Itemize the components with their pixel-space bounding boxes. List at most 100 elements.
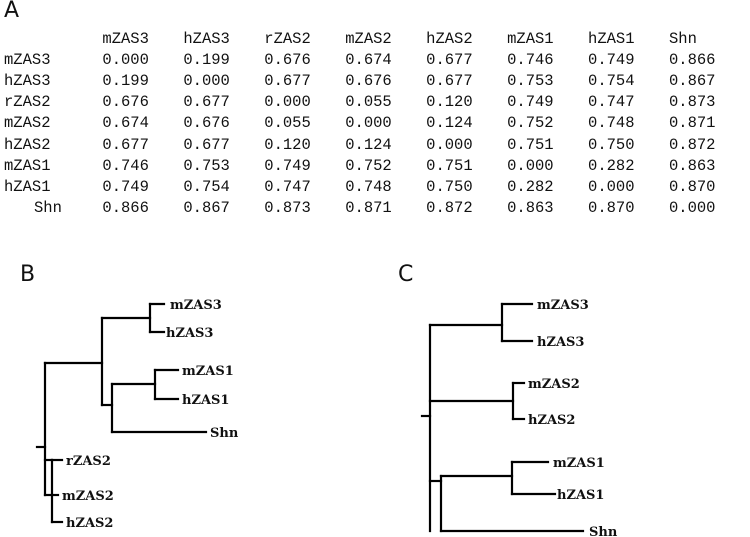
tree-c-leaf: hZAS1 — [557, 488, 604, 503]
tree-c-leaf: mZAS1 — [553, 456, 605, 471]
matrix-cell: 0.871 — [668, 114, 716, 133]
column-header: mZAS2 — [345, 29, 392, 48]
row-header: hZAS3 — [4, 71, 51, 90]
matrix-cell: 0.754 — [588, 71, 635, 90]
matrix-cell: 0.000 — [183, 71, 230, 90]
tree-b-leaf: mZAS3 — [170, 298, 222, 313]
matrix-cell: 0.747 — [264, 177, 311, 196]
matrix-cell: 0.753 — [183, 156, 230, 175]
matrix-cell: 0.751 — [426, 156, 473, 175]
table-row: hZAS1 0.749 0.754 0.747 0.748 0.750 0.282 0.000… — [4, 176, 750, 197]
matrix-cell: 0.749 — [102, 177, 149, 196]
matrix-header-row: mZAS3 hZAS3 rZAS2 mZAS2 hZAS2 mZAS1 hZAS… — [4, 28, 750, 49]
table-row: rZAS2 0.676 0.677 0.000 0.055 0.120 0.749 0.747… — [4, 92, 750, 113]
table-row: mZAS3 0.000 0.199 0.676 0.674 0.677 0.746 0.749… — [4, 49, 750, 70]
tree-b-leaf: hZAS2 — [66, 516, 113, 531]
matrix-cell: 0.676 — [345, 71, 392, 90]
row-header: mZAS2 — [4, 114, 51, 133]
tree-b-leaf: mZAS1 — [182, 364, 234, 379]
matrix-cell: 0.677 — [183, 135, 230, 154]
tree-b-leaf: hZAS3 — [166, 326, 213, 341]
matrix-cell: 0.873 — [668, 93, 716, 112]
table-row: hZAS2 0.677 0.677 0.120 0.124 0.000 0.751 0.750… — [4, 134, 750, 155]
tree-c-leaf: Shn — [589, 525, 618, 537]
tree-b-leaf: mZAS2 — [62, 489, 114, 504]
matrix-cell: 0.000 — [264, 93, 311, 112]
row-header: mZAS3 — [4, 50, 51, 69]
column-header: hZAS3 — [183, 29, 230, 48]
matrix-cell: 0.753 — [507, 71, 554, 90]
matrix-cell: 0.677 — [426, 50, 473, 69]
matrix-cell: 0.199 — [102, 71, 149, 90]
table-row: hZAS3 0.199 0.000 0.677 0.676 0.677 0.753 0.754… — [4, 70, 750, 91]
matrix-cell: 0.000 — [668, 199, 716, 218]
matrix-cell: 0.750 — [426, 177, 473, 196]
matrix-cell: 0.124 — [345, 135, 392, 154]
tree-c-leaf: mZAS2 — [528, 377, 580, 392]
matrix-cell: 0.752 — [345, 156, 392, 175]
matrix-cell: 0.748 — [345, 177, 392, 196]
column-header: Shn — [668, 29, 697, 48]
tree-b-leaf: rZAS2 — [66, 454, 111, 469]
tree-c-leaf: hZAS2 — [528, 413, 575, 428]
table-row: mZAS2 0.674 0.676 0.055 0.000 0.124 0.752 0.748… — [4, 113, 750, 134]
table-row: mZAS1 0.746 0.753 0.749 0.752 0.751 0.000 0.282… — [4, 155, 750, 176]
matrix-cell: 0.674 — [345, 50, 392, 69]
matrix-cell: 0.872 — [668, 135, 716, 154]
tree-b-leaf: hZAS1 — [182, 393, 229, 408]
matrix-cell: 0.055 — [264, 114, 311, 133]
matrix-cell: 0.676 — [183, 114, 230, 133]
matrix-cell: 0.746 — [102, 156, 149, 175]
matrix-cell: 0.000 — [588, 177, 635, 196]
row-header: rZAS2 — [4, 93, 51, 112]
matrix-cell: 0.749 — [588, 50, 635, 69]
matrix-cell: 0.867 — [668, 71, 716, 90]
matrix-cell: 0.870 — [668, 177, 716, 196]
tree-c-leaf: mZAS3 — [537, 298, 589, 313]
matrix-cell: 0.677 — [264, 71, 311, 90]
table-row: Shn 0.866 0.867 0.873 0.871 0.872 0.863 0.870 0.… — [4, 198, 750, 219]
matrix-cell: 0.863 — [668, 156, 716, 175]
matrix-cell: 0.747 — [588, 93, 635, 112]
matrix-cell: 0.870 — [588, 199, 635, 218]
panel-label-a: A — [4, 0, 20, 23]
matrix-cell: 0.124 — [426, 114, 473, 133]
panel-label-c: C — [398, 262, 414, 287]
matrix-cell: 0.748 — [588, 114, 635, 133]
matrix-cell: 0.000 — [426, 135, 473, 154]
matrix-cell: 0.120 — [264, 135, 311, 154]
matrix-cell: 0.752 — [507, 114, 554, 133]
matrix-cell: 0.000 — [345, 114, 392, 133]
column-header: rZAS2 — [264, 29, 311, 48]
matrix-cell: 0.055 — [345, 93, 392, 112]
matrix-cell: 0.866 — [668, 50, 716, 69]
matrix-cell: 0.754 — [183, 177, 230, 196]
matrix-cell: 0.000 — [102, 50, 149, 69]
column-header: mZAS3 — [102, 29, 149, 48]
matrix-cell: 0.677 — [102, 135, 149, 154]
tree-c-leaf: hZAS3 — [537, 335, 584, 350]
matrix-cell: 0.677 — [426, 71, 473, 90]
matrix-cell: 0.867 — [183, 199, 230, 218]
matrix-cell: 0.751 — [507, 135, 554, 154]
matrix-cell: 0.873 — [264, 199, 311, 218]
matrix-cell: 0.674 — [102, 114, 149, 133]
matrix-cell: 0.676 — [264, 50, 311, 69]
matrix-cell: 0.000 — [507, 156, 554, 175]
panel-label-b: B — [20, 262, 36, 287]
matrix-cell: 0.120 — [426, 93, 473, 112]
row-header: mZAS1 — [4, 156, 51, 175]
row-header: hZAS1 — [4, 177, 51, 196]
matrix-cell: 0.866 — [102, 199, 149, 218]
column-header: mZAS1 — [507, 29, 554, 48]
row-header: Shn — [34, 199, 62, 218]
column-header: hZAS1 — [588, 29, 635, 48]
matrix-cell: 0.872 — [426, 199, 473, 218]
matrix-cell: 0.282 — [507, 177, 554, 196]
matrix-cell: 0.746 — [507, 50, 554, 69]
matrix-cell: 0.749 — [264, 156, 311, 175]
matrix-cell: 0.750 — [588, 135, 635, 154]
matrix-cell: 0.863 — [507, 199, 554, 218]
